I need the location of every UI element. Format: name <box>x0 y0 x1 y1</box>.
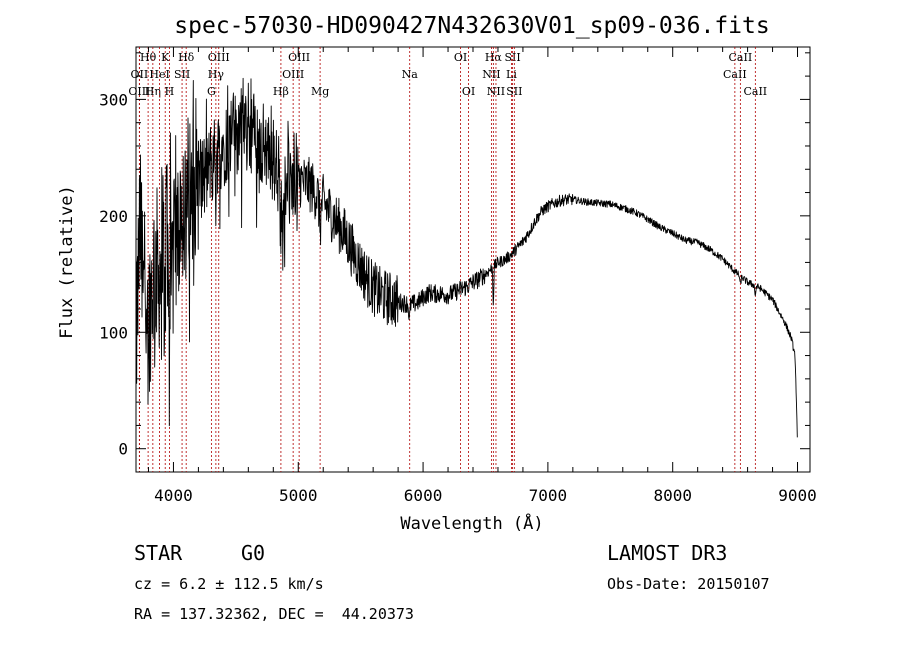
line-marker-label: Hβ <box>273 85 289 98</box>
plot-border <box>135 46 811 473</box>
line-marker-label: Hη <box>145 85 161 98</box>
x-tick-label: 8000 <box>653 486 692 505</box>
y-tick-label: 200 <box>99 207 128 226</box>
line-marker-label: OIII <box>208 51 230 64</box>
line-marker-label: HeI <box>149 68 169 81</box>
line-marker-label: Li <box>506 68 517 81</box>
line-marker-label: Hθ <box>140 51 157 64</box>
x-tick-label: 7000 <box>529 486 568 505</box>
survey-name: LAMOST DR3 <box>607 541 727 565</box>
spectrum-line <box>135 77 798 438</box>
plot-frame <box>135 46 811 473</box>
axis-ticks: 4000 5000 6000 7000 8000 9000 0 100 200 300 <box>99 47 817 505</box>
y-tick-label: 100 <box>99 323 128 342</box>
line-marker-label: CaII <box>723 68 747 81</box>
line-marker-label: CaII <box>729 51 753 64</box>
spectrum-series <box>135 77 798 438</box>
x-tick-label: 5000 <box>279 486 318 505</box>
y-axis-label: Flux (relative) <box>57 185 77 339</box>
line-marker-label: Hα <box>485 51 503 64</box>
coordinates-readout: RA = 137.32362, DEC = 44.20373 <box>134 605 414 623</box>
x-tick-label: 9000 <box>778 486 817 505</box>
y-tick-label: 0 <box>118 440 128 459</box>
line-marker-label: K <box>161 51 170 64</box>
line-marker-label: Mg <box>311 85 329 98</box>
line-marker-label: G <box>207 85 216 98</box>
line-marker-label: OIII <box>288 51 310 64</box>
obs-date: Obs-Date: 20150107 <box>607 575 770 593</box>
line-marker-label: NII <box>487 85 505 98</box>
line-marker-label: NII <box>482 68 500 81</box>
line-marker-label: SII <box>174 68 190 81</box>
y-tick-label: 300 <box>99 90 128 109</box>
line-marker-label: SII <box>506 85 522 98</box>
x-axis-label: Wavelength (Å) <box>400 512 543 534</box>
line-marker-label: Na <box>402 68 419 81</box>
redshift-readout: cz = 6.2 ± 112.5 km/s <box>134 575 324 593</box>
line-marker-label: SII <box>504 51 520 64</box>
line-marker-label: Hγ <box>208 68 225 81</box>
line-marker-label: OI <box>462 85 475 98</box>
line-marker-label: OIII <box>282 68 304 81</box>
line-marker-label: OI <box>454 51 467 64</box>
line-marker-label: Hδ <box>178 51 195 64</box>
line-marker-label: OII <box>131 68 149 81</box>
line-marker-label: OIII <box>128 85 150 98</box>
chart-title: spec-57030-HD090427N432630V01_sp09-036.f… <box>174 13 769 39</box>
line-marker-label: H <box>165 85 175 98</box>
line-marker-label: CaII <box>743 85 767 98</box>
object-class: STAR <box>134 541 183 565</box>
x-tick-label: 6000 <box>404 486 443 505</box>
x-tick-label: 4000 <box>154 486 193 505</box>
subclass: G0 <box>241 541 265 565</box>
